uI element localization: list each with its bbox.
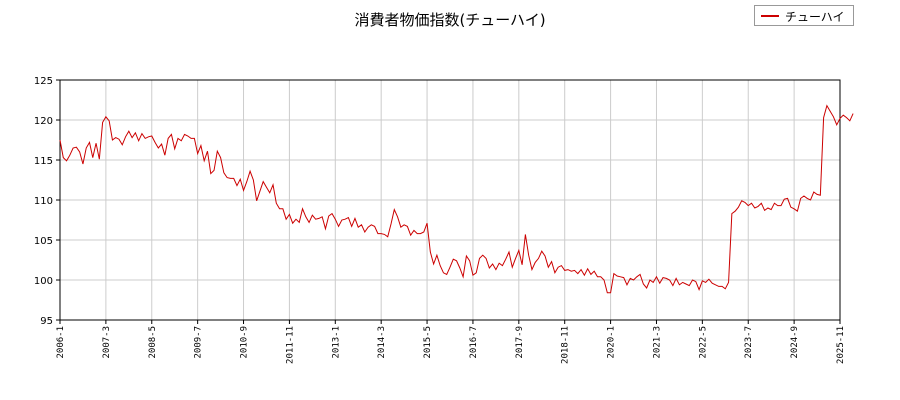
x-tick-label: 2023-7 <box>744 326 754 359</box>
y-tick-label: 105 <box>34 236 53 247</box>
legend-label: チューハイ <box>785 10 845 24</box>
x-tick-label: 2022-5 <box>698 326 708 359</box>
y-tick-label: 110 <box>34 196 53 207</box>
x-tick-label: 2011-11 <box>285 326 295 364</box>
x-tick-label: 2010-9 <box>240 326 250 359</box>
y-tick-label: 125 <box>34 76 53 87</box>
x-tick-label: 2020-1 <box>607 326 617 359</box>
x-tick-label: 2024-9 <box>790 326 800 359</box>
y-tick-label: 115 <box>34 156 53 167</box>
x-tick-label: 2015-5 <box>423 326 433 359</box>
series-line-chuhai <box>59 104 854 294</box>
x-tick-label: 2018-11 <box>561 326 571 364</box>
chart-title: 消費者物価指数(チューハイ) <box>354 11 546 29</box>
x-tick-label: 2008-5 <box>148 326 158 359</box>
x-tick-label: 2021-3 <box>652 326 662 359</box>
tick-layer: 95 100 105 110 115 120 125 2006-1 2007-3 2008-5 20… <box>34 76 846 364</box>
x-tick-label: 2017-9 <box>515 326 525 359</box>
x-tick-label: 2016-7 <box>469 326 479 359</box>
x-tick-label: 2025-11 <box>836 326 846 364</box>
grid-layer <box>60 80 840 320</box>
legend: チューハイ <box>754 5 854 26</box>
y-tick-label: 120 <box>34 116 53 127</box>
x-tick-label: 2013-1 <box>331 326 341 359</box>
legend-swatch <box>761 15 779 17</box>
x-tick-label: 2006-1 <box>56 326 66 359</box>
y-tick-label: 95 <box>40 316 53 327</box>
x-tick-label: 2014-3 <box>377 326 387 359</box>
y-tick-label: 100 <box>34 276 53 287</box>
x-tick-label: 2007-3 <box>102 326 112 359</box>
x-tick-label: 2009-7 <box>194 326 204 359</box>
line-layer <box>59 104 854 294</box>
